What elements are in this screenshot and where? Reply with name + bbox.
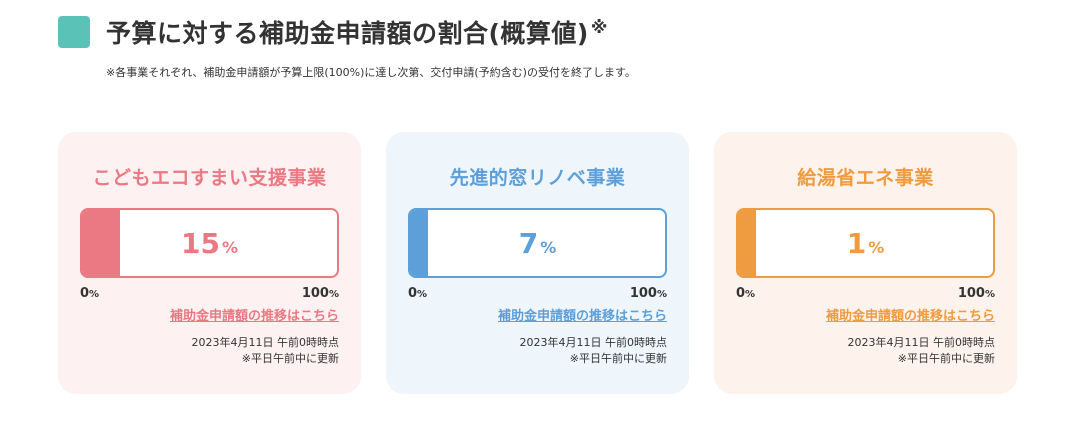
progress-value: 7% <box>410 210 665 276</box>
scale-max-unit: % <box>328 289 339 300</box>
page-header: 予算に対する補助金申請額の割合(概算値) ※ ※各事業それぞれ、補助金申請額が予算… <box>58 14 1069 80</box>
scale-min: 0% <box>736 286 755 301</box>
scale-max-value: 100 <box>301 286 329 301</box>
scale-min-unit: % <box>89 289 100 300</box>
progress-bar: 15% <box>80 208 339 278</box>
title-note-mark: ※ <box>590 17 608 38</box>
scale-max-unit: % <box>656 289 667 300</box>
progress-number: 15 <box>181 226 220 260</box>
scale-min-value: 0 <box>408 286 418 301</box>
scale-min-unit: % <box>745 289 756 300</box>
scale-max: 100% <box>958 286 995 301</box>
timestamp: 2023年4月11日 午前0時時点 <box>519 336 667 349</box>
title-square-icon <box>58 16 90 48</box>
scale-min: 0% <box>80 286 99 301</box>
update-note: ※平日午前中に更新 <box>569 352 667 365</box>
card-meta: 2023年4月11日 午前0時時点 ※平日午前中に更新 <box>848 335 995 367</box>
card-water-heater: 給湯省エネ事業 1% 0% 100% 補助金申請額の推移はこちら 2023年4月… <box>714 132 1017 394</box>
progress-number: 1 <box>846 226 867 260</box>
card-title: 先進的窓リノベ事業 <box>449 167 626 189</box>
title-row: 予算に対する補助金申請額の割合(概算値) ※ <box>58 14 1069 50</box>
timestamp: 2023年4月11日 午前0時時点 <box>847 336 995 349</box>
progress-fill <box>82 210 120 276</box>
update-note: ※平日午前中に更新 <box>241 352 339 365</box>
progress-unit: % <box>868 237 885 257</box>
card-title: 給湯省エネ事業 <box>797 167 934 189</box>
scale-max-unit: % <box>984 289 995 300</box>
scale-min: 0% <box>408 286 427 301</box>
scale-min-value: 0 <box>736 286 746 301</box>
progress-bar: 7% <box>408 208 667 278</box>
scale-min-value: 0 <box>80 286 90 301</box>
history-link[interactable]: 補助金申請額の推移はこちら <box>169 309 339 324</box>
progress-fill <box>410 210 428 276</box>
card-window-renovation: 先進的窓リノベ事業 7% 0% 100% 補助金申請額の推移はこちら 2023年… <box>386 132 689 394</box>
history-link[interactable]: 補助金申請額の推移はこちら <box>825 309 995 324</box>
scale-max: 100% <box>302 286 339 301</box>
timestamp: 2023年4月11日 午前0時時点 <box>191 336 339 349</box>
progress-unit: % <box>221 237 238 257</box>
card-kodomo-eco: こどもエコすまい支援事業 15% 0% 100% 補助金申請額の推移はこちら 2… <box>58 132 361 394</box>
page-title-text: 予算に対する補助金申請額の割合(概算値) <box>106 19 589 48</box>
progress-fill <box>738 210 756 276</box>
update-note: ※平日午前中に更新 <box>897 352 995 365</box>
page-note: ※各事業それぞれ、補助金申請額が予算上限(100%)に達し次第、交付申請(予約含… <box>106 66 636 79</box>
card-meta: 2023年4月11日 午前0時時点 ※平日午前中に更新 <box>192 335 339 367</box>
scale-max-value: 100 <box>957 286 985 301</box>
scale-max: 100% <box>630 286 667 301</box>
scale-min-unit: % <box>417 289 428 300</box>
page-title: 予算に対する補助金申請額の割合(概算値) ※ <box>106 14 608 50</box>
progress-value: 1% <box>738 210 993 276</box>
progress-value: 15% <box>82 210 337 276</box>
card-meta: 2023年4月11日 午前0時時点 ※平日午前中に更新 <box>520 335 667 367</box>
progress-bar: 1% <box>736 208 995 278</box>
card-title: こどもエコすまい支援事業 <box>92 167 327 189</box>
history-link[interactable]: 補助金申請額の推移はこちら <box>497 309 667 324</box>
progress-number: 7 <box>518 226 539 260</box>
card-list: こどもエコすまい支援事業 15% 0% 100% 補助金申請額の推移はこちら 2… <box>58 132 1017 394</box>
scale-max-value: 100 <box>629 286 657 301</box>
progress-unit: % <box>540 237 557 257</box>
